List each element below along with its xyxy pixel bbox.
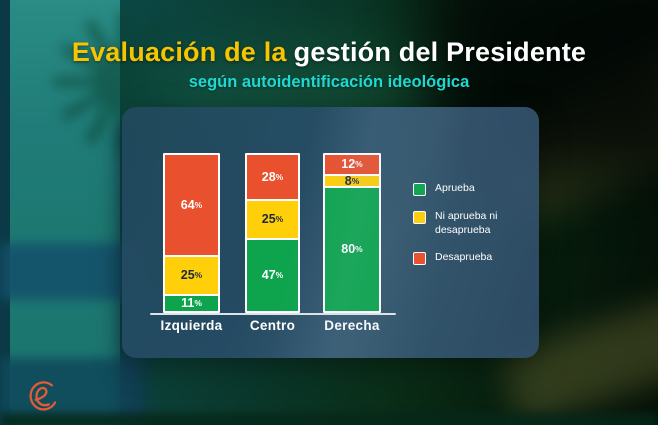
segment-value: 8 [344,173,352,188]
segment-unit: % [275,171,284,182]
segment-ni-aprueba-ni: 25% [165,254,218,294]
segment-value: 28 [261,169,276,184]
segment-desaprueba: 28% [247,155,298,199]
segment-desaprueba: 12% [325,155,379,174]
page-subtitle: según autoidentificación ideológica [188,73,470,92]
page-title-rest: gestión del Presidente [293,37,587,67]
segment-value: 25 [180,268,195,283]
segment-value: 11 [181,296,195,311]
chart-legend: Aprueba Ni aprueba ni desaprueba Desaprueb… [413,182,497,279]
header: Evaluación de la gestión del Presidente s… [0,38,658,92]
segment-unit: % [194,270,203,281]
legend-item-desaprueba: Desaprueba [413,251,497,266]
chart-card: 64% 25% 11% 28% 25% 47% 12% 8% 80% Izquierda Cent… [122,107,539,358]
legend-swatch [413,211,426,224]
brand-e-icon [29,381,57,411]
segment-unit: % [275,213,284,224]
segment-unit: % [355,244,363,255]
segment-ni-aprueba-ni: 8% [325,173,379,188]
segment-unit: % [194,298,202,309]
bar-centro: 28% 25% 47% [245,153,300,313]
segment-value: 80 [341,242,356,257]
segment-value: 64 [180,197,195,212]
x-axis-line [150,313,396,315]
segment-value: 47 [261,268,276,283]
page-title-highlight: Evaluación de la [71,37,287,67]
brand-logo [24,379,60,417]
segment-aprueba: 80% [325,186,379,311]
segment-desaprueba: 64% [165,155,218,255]
flag-stripe-band [0,358,138,425]
x-axis-label-izquierda: Izquierda [160,318,223,333]
legend-swatch [413,252,426,266]
bar-derecha: 12% 8% 80% [323,153,381,313]
background-shadow [0,413,658,425]
segment-unit: % [351,175,360,186]
legend-item-aprueba: Aprueba [413,182,497,196]
segment-unit: % [355,159,363,170]
legend-item-ni-aprueba-ni: Ni aprueba ni desaprueba [413,210,497,237]
x-axis-label-centro: Centro [249,318,296,333]
legend-label: Desaprueba [435,251,493,264]
flag-stripe-band [0,243,138,300]
segment-ni-aprueba-ni: 25% [247,198,298,238]
legend-label: Ni aprueba ni desaprueba [435,210,498,236]
segment-unit: % [194,199,203,210]
bar-izquierda: 64% 25% 11% [163,153,220,313]
segment-aprueba: 47% [247,237,298,311]
page-title: Evaluación de la gestión del Presidente [0,38,658,66]
segment-aprueba: 11% [165,293,218,311]
segment-value: 25 [261,211,276,226]
x-axis-label-derecha: Derecha [324,318,380,333]
legend-swatch [413,183,426,196]
stacked-bar-chart: 64% 25% 11% 28% 25% 47% 12% 8% 80% Izquierda Cent… [122,107,539,358]
segment-unit: % [275,270,284,281]
legend-label: Aprueba [435,182,475,194]
segment-value: 12 [341,157,356,172]
